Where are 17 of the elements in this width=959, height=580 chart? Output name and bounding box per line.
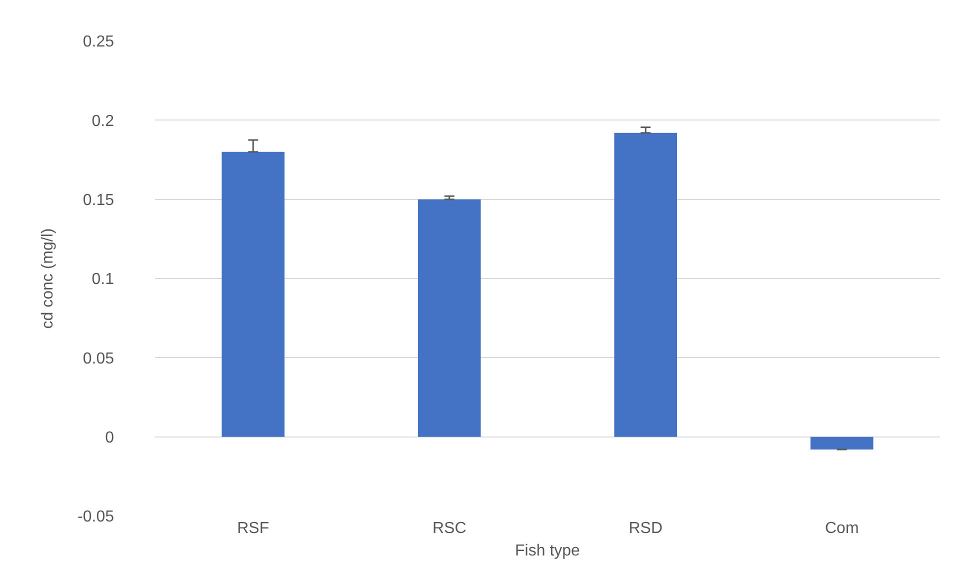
y-tick-label: 0.05	[82, 350, 114, 368]
bar	[418, 199, 481, 437]
y-tick-label: -0.05	[78, 508, 114, 526]
y-tick-label: 0.25	[82, 34, 114, 51]
x-tick-label: RSC	[432, 520, 466, 537]
x-tick-label: RSF	[237, 520, 270, 537]
bar	[614, 132, 678, 437]
y-tick-label: 0.15	[82, 192, 114, 209]
bar	[810, 436, 874, 450]
y-tick-label: 0.2	[92, 112, 114, 130]
x-tick-label: RSD	[628, 520, 663, 537]
y-axis-title: cd conc (mg/l)	[39, 228, 56, 329]
y-tick-label: 0.1	[92, 271, 114, 288]
x-axis-title: Fish type	[515, 542, 580, 560]
y-tick-label: 0	[105, 429, 114, 446]
x-tick-label: Com	[824, 520, 859, 537]
bar	[222, 152, 285, 437]
